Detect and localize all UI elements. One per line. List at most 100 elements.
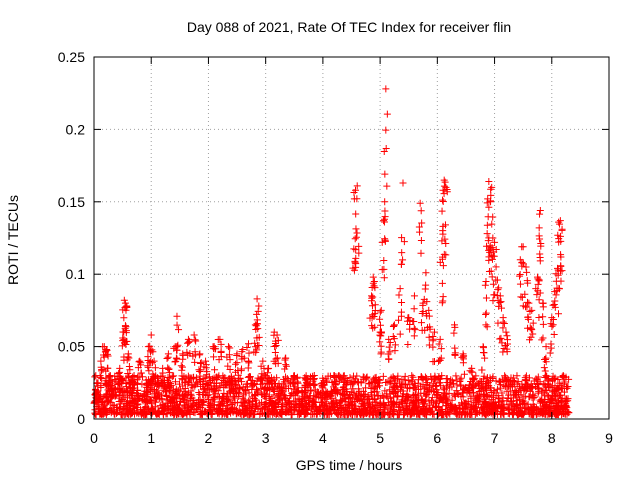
baseline-point	[240, 391, 248, 399]
trace-point	[233, 359, 241, 367]
trace-point	[302, 384, 310, 392]
baseline-point	[331, 405, 339, 413]
baseline-point	[389, 400, 397, 408]
trace-point	[343, 379, 351, 387]
trace-point	[158, 379, 166, 387]
data-points	[90, 85, 573, 419]
baseline-point	[342, 406, 350, 414]
baseline-point	[490, 387, 498, 395]
baseline-point	[230, 394, 238, 402]
baseline-point	[447, 376, 455, 384]
trace-point	[171, 358, 179, 366]
baseline-point	[243, 404, 251, 412]
trace-point	[303, 376, 311, 384]
trace-point	[538, 336, 546, 344]
data-point	[210, 343, 218, 351]
baseline-point	[538, 395, 546, 403]
trace-point	[115, 379, 123, 387]
baseline-point	[183, 411, 191, 419]
baseline-point	[222, 381, 230, 389]
baseline-point	[516, 396, 524, 404]
trace-point	[144, 362, 152, 370]
baseline-point	[408, 372, 416, 380]
baseline-point	[115, 394, 123, 402]
baseline-point	[360, 390, 368, 398]
baseline-point	[376, 376, 384, 384]
trace-point	[255, 333, 263, 341]
x-tick-label: 5	[376, 430, 384, 446]
trace-point	[497, 298, 505, 306]
trace-point	[417, 236, 425, 244]
baseline-point	[409, 373, 417, 381]
trace-point	[377, 342, 385, 350]
trace-point	[183, 348, 191, 356]
trace-point	[500, 319, 508, 327]
trace-point	[425, 312, 433, 320]
data-point	[273, 331, 281, 339]
baseline-point	[109, 401, 117, 409]
baseline-point	[389, 383, 397, 391]
baseline-point	[386, 379, 394, 387]
trace-point	[435, 340, 443, 348]
baseline-point	[205, 396, 213, 404]
baseline-point	[364, 400, 372, 408]
trace-point	[189, 352, 197, 360]
data-point	[502, 328, 510, 336]
baseline-point	[267, 396, 275, 404]
baseline-point	[224, 410, 232, 418]
baseline-point	[359, 373, 367, 381]
trace-point	[380, 147, 388, 155]
trace-point	[98, 375, 106, 383]
trace-point	[253, 310, 261, 318]
baseline-point	[280, 392, 288, 400]
baseline-point	[176, 407, 184, 415]
x-tick-label: 6	[433, 430, 441, 446]
baseline-point	[217, 397, 225, 405]
trace-point	[429, 343, 437, 351]
trace-point	[353, 195, 361, 203]
baseline-point	[331, 390, 339, 398]
trace-point	[527, 333, 535, 341]
baseline-point	[526, 387, 534, 395]
trace-point	[331, 380, 339, 388]
baseline-point	[555, 386, 563, 394]
data-point	[542, 343, 550, 351]
baseline-point	[369, 379, 377, 387]
baseline-point	[394, 392, 402, 400]
data-point	[439, 186, 447, 194]
baseline-point	[219, 377, 227, 385]
baseline-point	[176, 398, 184, 406]
baseline-point	[180, 402, 188, 410]
baseline-point	[456, 377, 464, 385]
trace-point	[517, 293, 525, 301]
baseline-point	[494, 392, 502, 400]
trace-point	[355, 242, 363, 250]
baseline-point	[380, 393, 388, 401]
baseline-point	[171, 404, 179, 412]
baseline-point	[250, 381, 258, 389]
trace-point	[536, 289, 544, 297]
y-tick-label: 0.2	[66, 121, 86, 137]
baseline-point	[152, 410, 160, 418]
trace-point	[410, 305, 418, 313]
trace-point	[556, 220, 564, 228]
baseline-point	[102, 408, 110, 416]
baseline-point	[310, 392, 318, 400]
data-point	[479, 343, 487, 351]
trace-point	[254, 307, 262, 315]
trace-point	[492, 246, 500, 254]
trace-point	[396, 330, 404, 338]
baseline-point	[398, 398, 406, 406]
baseline-point	[123, 394, 131, 402]
trace-point	[541, 356, 549, 364]
baseline-point	[469, 389, 477, 397]
baseline-point	[295, 410, 303, 418]
trace-point	[145, 367, 153, 375]
baseline-point	[498, 389, 506, 397]
data-point	[416, 199, 424, 207]
data-point	[499, 314, 507, 322]
baseline-point	[548, 396, 556, 404]
baseline-point	[294, 396, 302, 404]
trace-point	[489, 213, 497, 221]
baseline-point	[302, 399, 310, 407]
